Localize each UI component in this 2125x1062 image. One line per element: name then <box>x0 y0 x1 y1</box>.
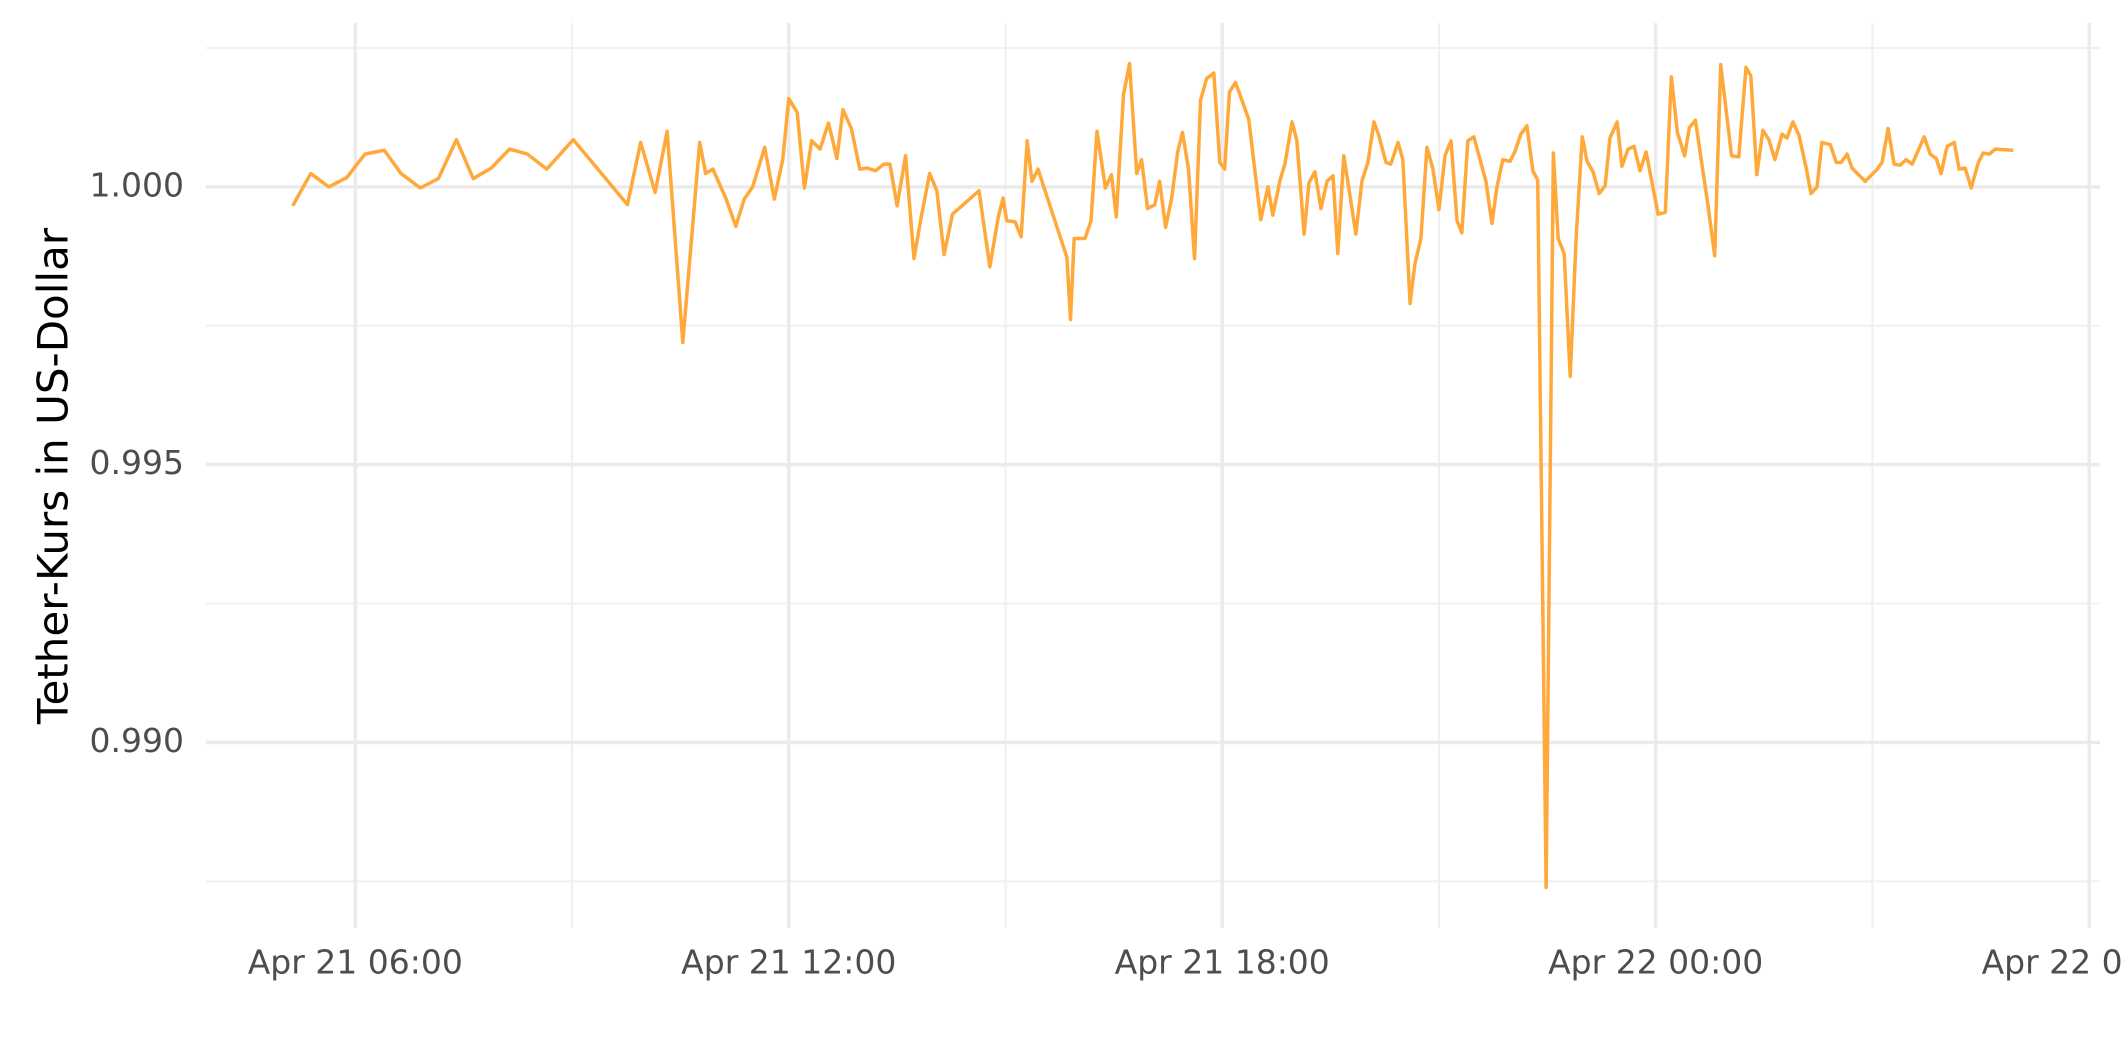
x-tick-label: Apr 21 06:00 <box>248 943 463 982</box>
y-tick-label: 1.000 <box>90 165 184 204</box>
y-tick-label: 0.990 <box>90 721 184 760</box>
y-axis-title: Tether-Kurs in US-Dollar <box>29 227 78 725</box>
x-tick-label: Apr 21 12:00 <box>681 943 896 982</box>
price-line <box>291 61 2014 890</box>
y-tick-label: 0.995 <box>90 443 184 482</box>
x-tick-label: Apr 21 18:00 <box>1115 943 1330 982</box>
x-tick-label: Apr 22 00:00 <box>1548 943 1763 982</box>
x-tick-label: Apr 22 06:00 <box>1982 943 2125 982</box>
